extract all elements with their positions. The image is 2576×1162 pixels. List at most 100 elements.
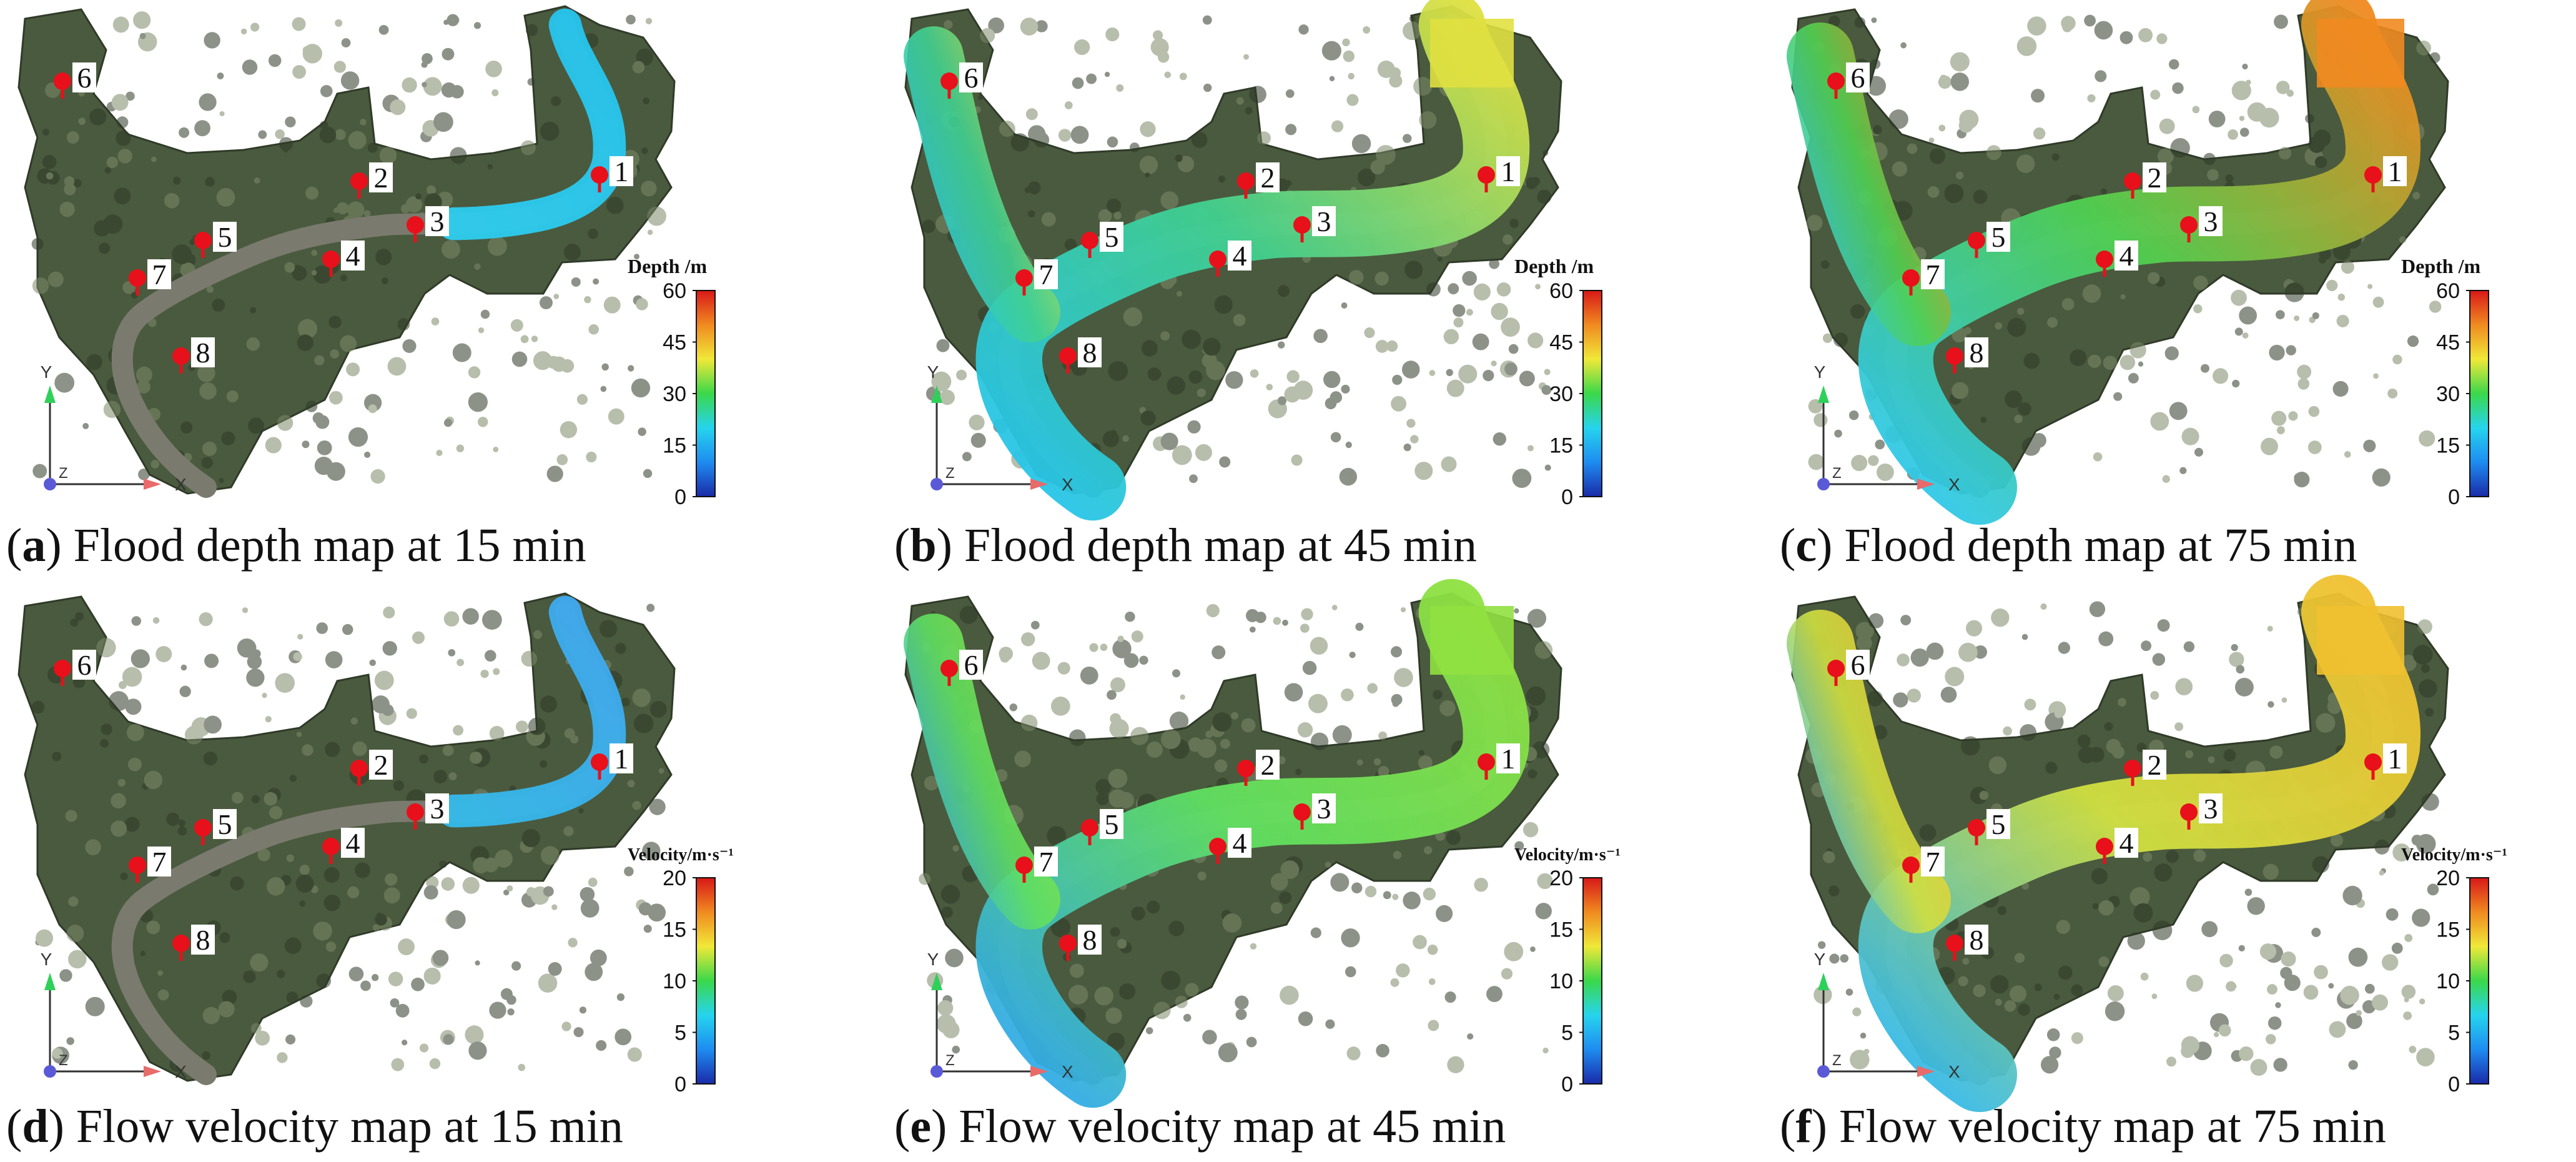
marker-8: 8 — [1946, 924, 1988, 961]
marker-label: 3 — [1317, 206, 1331, 237]
marker-4: 4 — [1209, 827, 1251, 864]
legend-tick: 0 — [2448, 485, 2460, 509]
marker-7: 7 — [1902, 259, 1945, 295]
marker-1: 1 — [1478, 156, 1520, 192]
marker-label: 2 — [1261, 162, 1275, 194]
marker-label: 8 — [196, 337, 210, 369]
marker-2: 2 — [350, 162, 393, 199]
axis-y-label: Y — [41, 362, 52, 382]
marker-label: 4 — [1233, 827, 1247, 859]
marker-3: 3 — [407, 793, 449, 830]
legend-tick: 5 — [1561, 1021, 1573, 1045]
axis-y-label: Y — [927, 950, 939, 969]
axis-z-label: Z — [945, 465, 955, 482]
legend-tick: 0 — [2448, 1073, 2460, 1096]
map-d: 1 2 3 4 5 6 7 8 Y X Z Velocity/m·s⁻¹20 15 10 5 0 — [17, 592, 734, 1096]
legend-tick: 20 — [2436, 867, 2460, 890]
marker-label: 7 — [152, 846, 167, 878]
legend-tick: 5 — [674, 1021, 686, 1045]
marker-label: 8 — [1970, 924, 1984, 956]
marker-3: 3 — [407, 206, 449, 242]
legend-tick: 20 — [663, 867, 686, 890]
marker-6: 6 — [940, 62, 983, 99]
legend-tick: 60 — [1549, 279, 1573, 303]
marker-label: 5 — [1105, 808, 1119, 840]
legend-tick: 30 — [663, 382, 686, 406]
legend-tick: 0 — [674, 485, 686, 509]
marker-1: 1 — [591, 743, 633, 780]
marker-8: 8 — [1059, 924, 1102, 961]
marker-label: 3 — [2204, 206, 2218, 237]
marker-3: 3 — [1293, 206, 1336, 242]
marker-7: 7 — [1015, 259, 1058, 295]
marker-label: 8 — [1083, 924, 1097, 956]
marker-6: 6 — [940, 649, 983, 686]
caption-e: (e) Flow velocity map at 45 min — [894, 1100, 1506, 1153]
caption-b: (b) Flood depth map at 45 min — [894, 519, 1478, 572]
marker-8: 8 — [1059, 337, 1102, 374]
axis-x-label: X — [175, 1062, 187, 1081]
caption-letter: b — [910, 519, 937, 572]
panel-d: 1 2 3 4 5 6 7 8 Y X Z Velocity/m·s⁻¹ 20 15 10 5 0 — [0, 587, 802, 1162]
caption-text: ) Flow velocity map at 45 min — [931, 1100, 1506, 1153]
flood-extent — [975, 579, 1530, 1108]
legend-tick: 0 — [674, 1073, 686, 1096]
axes-triad: Y X Z — [1814, 950, 1960, 1081]
flood-extent — [975, 0, 1530, 521]
caption-text: ) Flow velocity map at 15 min — [48, 1100, 623, 1153]
marker-label: 8 — [1083, 337, 1097, 369]
axis-y-label: Y — [41, 950, 52, 969]
axis-x-label: X — [1062, 1062, 1073, 1081]
flood-branch — [904, 613, 1060, 930]
marker-label: 1 — [1501, 156, 1516, 187]
marker-5: 5 — [1081, 221, 1123, 258]
marker-1: 1 — [1478, 743, 1520, 780]
marker-2: 2 — [2124, 749, 2166, 786]
legend-title: Velocity/m·s⁻¹ — [1514, 845, 1621, 865]
marker-label: 7 — [1926, 846, 1940, 878]
marker-label: 8 — [1970, 337, 1984, 369]
panel-f: 1 2 3 4 5 6 7 8 Y X Z Velocity/m·s⁻¹ 20 15 10 5 0 — [1774, 575, 2576, 1162]
legend-tick: 45 — [1549, 331, 1573, 355]
caption-text: ) Flood depth map at 75 min — [1817, 519, 2357, 572]
marker-5: 5 — [194, 808, 237, 845]
marker-label: 1 — [614, 743, 629, 775]
marker-label: 1 — [2388, 743, 2402, 775]
marker-3: 3 — [1293, 793, 1336, 830]
marker-label: 4 — [346, 827, 360, 859]
marker-5: 5 — [1081, 808, 1123, 845]
marker-1: 1 — [591, 156, 633, 192]
axis-z-label: Z — [1832, 465, 1842, 482]
reservoir — [2317, 19, 2404, 87]
marker-label: 5 — [1105, 221, 1119, 253]
marker-1: 1 — [2364, 743, 2407, 780]
marker-3: 3 — [2180, 206, 2223, 242]
flood-extent — [1858, 0, 2421, 525]
legend-tick: 0 — [1561, 1073, 1573, 1096]
marker-2: 2 — [1237, 162, 1280, 199]
marker-label: 5 — [1991, 221, 2006, 253]
legend-tick: 15 — [663, 918, 686, 942]
axis-x-label: X — [175, 475, 187, 494]
axes-triad: Y X Z — [1814, 362, 1960, 494]
legend-tick: 60 — [2436, 279, 2460, 303]
legend-tick: 10 — [2436, 970, 2460, 993]
marker-6: 6 — [1827, 62, 1870, 99]
legend: Depth /m60 45 30 15 0 — [1514, 255, 1602, 509]
flood-branch — [1787, 22, 1951, 346]
marker-4: 4 — [322, 827, 365, 864]
marker-label: 6 — [1851, 62, 1865, 94]
caption-text: ) Flow velocity map at 75 min — [1811, 1100, 2386, 1153]
flood-extent — [1858, 575, 2421, 1112]
marker-label: 4 — [1233, 240, 1247, 272]
panel-e: 1 2 3 4 5 6 7 8 Y X Z Velocity/m·s⁻¹ 20 15 10 5 0 — [887, 579, 1689, 1162]
axis-z-label: Z — [1832, 1052, 1842, 1069]
marker-7: 7 — [129, 259, 171, 295]
axes-triad: Y X Z — [41, 950, 187, 1081]
marker-label: 7 — [1926, 259, 1940, 290]
axis-x-label: X — [1948, 1062, 1960, 1081]
caption-letter: d — [22, 1100, 49, 1153]
marker-5: 5 — [1968, 221, 2010, 258]
marker-6: 6 — [54, 62, 96, 99]
marker-4: 4 — [2096, 240, 2138, 277]
